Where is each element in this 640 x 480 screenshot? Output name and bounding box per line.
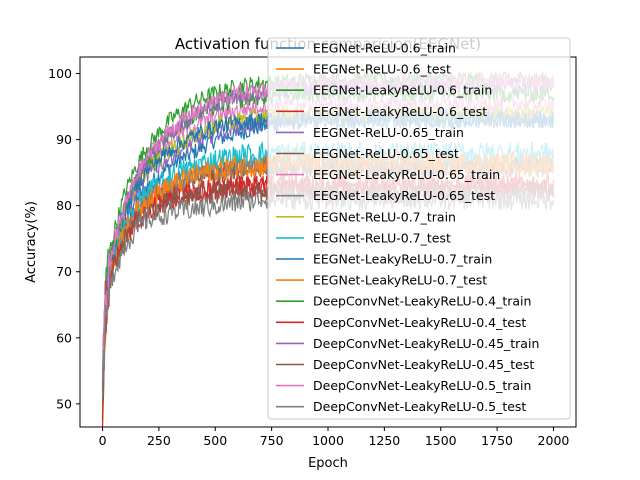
legend-entry: EEGNet-LeakyReLU-0.6_train [313,83,492,98]
legend-entry: DeepConvNet-LeakyReLU-0.5_train [313,378,531,393]
legend: EEGNet-ReLU-0.6_train EEGNet-ReLU-0.6_tes… [267,37,571,420]
legend-entry: EEGNet-LeakyReLU-0.65_train [313,167,500,182]
y-tick-label: 60 [56,330,72,345]
y-axis: 50 60 70 80 90 100 [48,66,80,411]
y-tick-label: 80 [56,198,72,213]
legend-entry: EEGNet-ReLU-0.7_train [313,209,456,224]
legend-box [267,37,571,420]
legend-entry: DeepConvNet-LeakyReLU-0.4_train [313,294,531,309]
legend-entry: EEGNet-LeakyReLU-0.6_test [313,104,487,119]
legend-entry: DeepConvNet-LeakyReLU-0.45_train [313,336,539,351]
y-tick-label: 100 [48,66,72,81]
legend-entry: EEGNet-ReLU-0.65_test [313,146,459,161]
x-axis: 0 250 500 750 1000 1250 1500 1750 2000 [99,427,570,448]
legend-entry: EEGNet-ReLU-0.7_test [313,230,451,245]
x-tick-label: 0 [99,433,107,448]
legend-entry: EEGNet-LeakyReLU-0.7_test [313,273,487,288]
x-tick-label: 250 [147,433,171,448]
legend-entry: EEGNet-LeakyReLU-0.7_train [313,252,492,267]
x-tick-label: 1500 [425,433,457,448]
x-tick-label: 500 [203,433,227,448]
y-tick-label: 50 [56,396,72,411]
x-axis-label: Epoch [308,456,348,471]
legend-entry: EEGNet-LeakyReLU-0.65_test [313,188,495,203]
legend-entry: EEGNet-ReLU-0.65_train [313,125,464,140]
legend-entry: DeepConvNet-LeakyReLU-0.45_test [313,357,534,372]
legend-entry: EEGNet-ReLU-0.6_train [313,41,456,56]
y-tick-label: 70 [56,264,72,279]
legend-entry: DeepConvNet-LeakyReLU-0.4_test [313,315,526,330]
x-tick-label: 750 [260,433,284,448]
x-tick-label: 1000 [312,433,344,448]
legend-entry: EEGNet-ReLU-0.6_test [313,62,451,77]
y-axis-label: Accuracy(%) [24,201,39,283]
legend-entry: DeepConvNet-LeakyReLU-0.5_test [313,399,526,414]
x-tick-label: 2000 [538,433,570,448]
x-tick-label: 1250 [368,433,400,448]
x-tick-label: 1750 [481,433,513,448]
y-tick-label: 90 [56,132,72,147]
